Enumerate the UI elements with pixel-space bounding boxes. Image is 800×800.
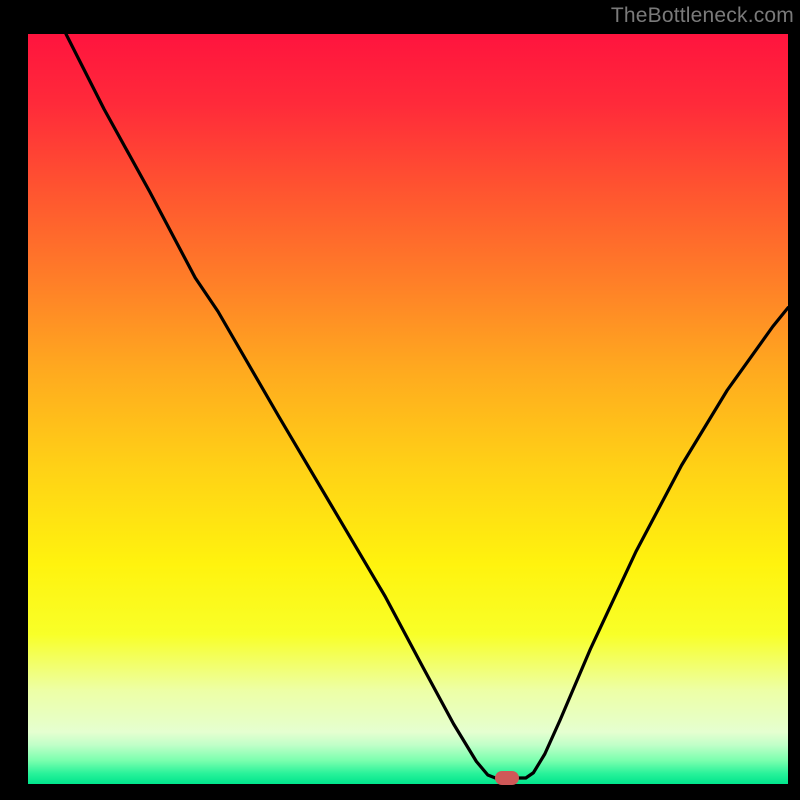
bottleneck-curve — [28, 34, 788, 784]
watermark-text: TheBottleneck.com — [611, 4, 794, 28]
curve-path — [66, 34, 788, 778]
chart-frame: TheBottleneck.com — [0, 0, 800, 800]
minimum-marker — [495, 771, 519, 785]
plot-area — [28, 34, 788, 784]
